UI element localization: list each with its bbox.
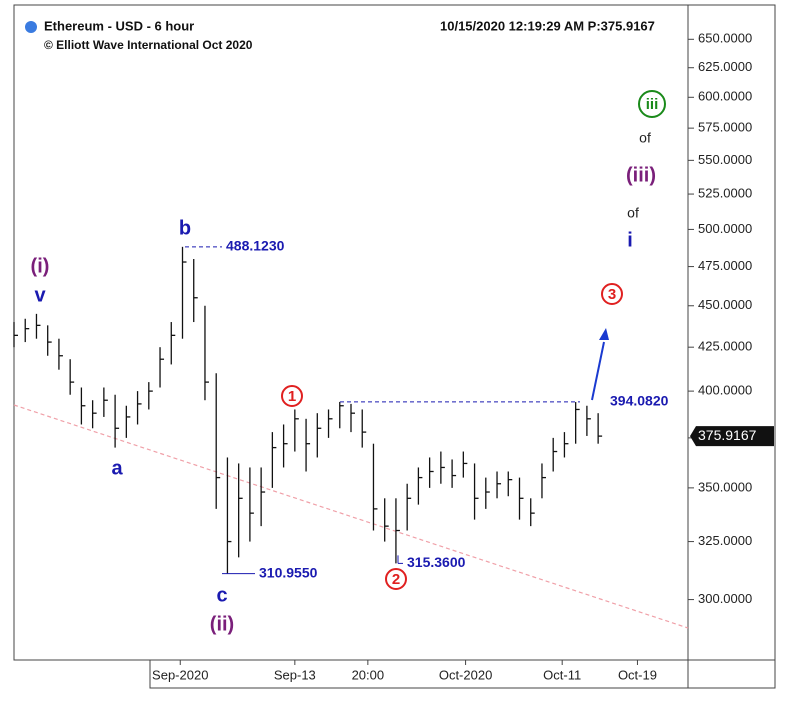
y-tick-label: 425.0000	[698, 339, 752, 354]
y-tick-label: 475.0000	[698, 258, 752, 273]
chart-subtitle: © Elliott Wave International Oct 2020	[44, 38, 253, 52]
wave-circle	[638, 90, 666, 118]
x-tick-label: Oct-19	[618, 667, 657, 682]
price-label: 310.9550	[259, 564, 318, 580]
x-tick-label: Sep-2020	[152, 667, 208, 682]
y-tick-label: 650.0000	[698, 31, 752, 46]
x-tick-label: Oct-2020	[439, 667, 492, 682]
x-tick-label: Oct-11	[543, 667, 581, 682]
wave-label: v	[34, 284, 46, 306]
wave-label: i	[627, 229, 633, 251]
wave-label: of	[639, 130, 651, 146]
price-label: 315.3600	[407, 554, 466, 570]
y-tick-label: 325.0000	[698, 533, 752, 548]
legend-dot	[25, 21, 37, 33]
header-right: 10/15/2020 12:19:29 AM P:375.9167	[440, 18, 655, 33]
price-label: 488.1230	[226, 238, 285, 254]
y-tick-label: 450.0000	[698, 297, 752, 312]
arrow-shaft	[591, 341, 605, 401]
wave-label: 2	[392, 571, 400, 588]
wave-label: 3	[608, 286, 616, 303]
wave-circle	[281, 385, 303, 407]
y-tick-label: 550.0000	[698, 152, 752, 167]
wave-label: 1	[288, 388, 296, 405]
plot-frame	[13, 4, 776, 661]
wave-label: iii	[646, 96, 659, 113]
wave-label: (ii)	[210, 613, 234, 635]
wave-label: (iii)	[626, 164, 656, 186]
x-axis-frame	[149, 660, 776, 689]
chart-title: Ethereum - USD - 6 hour	[44, 18, 194, 33]
x-tick-label: 20:00	[352, 667, 385, 682]
wave-label: c	[216, 584, 227, 606]
y-tick-label: 300.0000	[698, 591, 752, 606]
x-tick-label: Sep-13	[274, 667, 316, 682]
y-tick-label: 525.0000	[698, 185, 752, 200]
wave-circle	[385, 568, 407, 590]
price-label: 394.0820	[610, 393, 669, 409]
wave-circle	[601, 283, 623, 305]
trend-line	[13, 404, 689, 629]
wave-label: b	[179, 217, 191, 239]
wave-label: a	[111, 457, 123, 479]
last-price-box	[690, 426, 774, 447]
y-tick-label: 350.0000	[698, 479, 752, 494]
y-tick-label: 400.0000	[698, 383, 752, 398]
y-tick-label: 600.0000	[698, 89, 752, 104]
wave-label: of	[627, 205, 639, 221]
y-tick-label: 625.0000	[698, 59, 752, 74]
y-tick-label: 575.0000	[698, 120, 752, 135]
y-tick-label: 500.0000	[698, 221, 752, 236]
wave-label: (i)	[31, 255, 50, 277]
arrow-head	[599, 328, 609, 340]
last-price-label: 375.9167	[698, 427, 757, 443]
